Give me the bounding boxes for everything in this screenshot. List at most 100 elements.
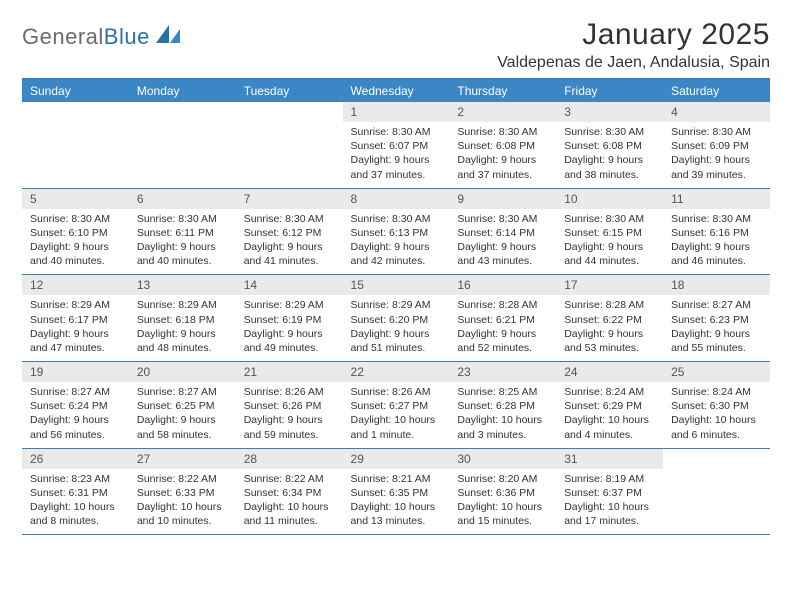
day-body <box>22 122 129 178</box>
weekday-header: Sunday <box>22 79 129 102</box>
sunrise-line: Sunrise: 8:27 AM <box>137 385 228 399</box>
sunrise-line: Sunrise: 8:26 AM <box>244 385 335 399</box>
sunrise-line: Sunrise: 8:30 AM <box>30 212 121 226</box>
day-number: 31 <box>556 449 663 469</box>
logo: GeneralBlue <box>22 18 182 50</box>
sunrise-line: Sunrise: 8:22 AM <box>244 472 335 486</box>
sunset-line: Sunset: 6:07 PM <box>351 139 442 153</box>
sunset-line: Sunset: 6:37 PM <box>564 486 655 500</box>
day-number: 13 <box>129 275 236 295</box>
daylight-line: Daylight: 10 hours and 6 minutes. <box>671 413 762 441</box>
calendar-day-cell: 28Sunrise: 8:22 AMSunset: 6:34 PMDayligh… <box>236 448 343 535</box>
daylight-line: Daylight: 9 hours and 53 minutes. <box>564 327 655 355</box>
header: GeneralBlue January 2025 Valdepenas de J… <box>22 18 770 72</box>
sunset-line: Sunset: 6:22 PM <box>564 313 655 327</box>
sunrise-line: Sunrise: 8:30 AM <box>564 125 655 139</box>
sunset-line: Sunset: 6:09 PM <box>671 139 762 153</box>
daylight-line: Daylight: 9 hours and 52 minutes. <box>457 327 548 355</box>
daylight-line: Daylight: 9 hours and 59 minutes. <box>244 413 335 441</box>
logo-part1: General <box>22 24 104 49</box>
sunrise-line: Sunrise: 8:28 AM <box>564 298 655 312</box>
day-number: 26 <box>22 449 129 469</box>
day-body: Sunrise: 8:24 AMSunset: 6:30 PMDaylight:… <box>663 382 770 448</box>
sunrise-line: Sunrise: 8:24 AM <box>671 385 762 399</box>
sunset-line: Sunset: 6:35 PM <box>351 486 442 500</box>
calendar-day-cell: 20Sunrise: 8:27 AMSunset: 6:25 PMDayligh… <box>129 362 236 449</box>
day-number: 18 <box>663 275 770 295</box>
day-body: Sunrise: 8:30 AMSunset: 6:14 PMDaylight:… <box>449 209 556 275</box>
day-body: Sunrise: 8:21 AMSunset: 6:35 PMDaylight:… <box>343 469 450 535</box>
calendar-day-cell: 10Sunrise: 8:30 AMSunset: 6:15 PMDayligh… <box>556 188 663 275</box>
sunrise-line: Sunrise: 8:21 AM <box>351 472 442 486</box>
calendar-day-cell: 1Sunrise: 8:30 AMSunset: 6:07 PMDaylight… <box>343 102 450 188</box>
day-body: Sunrise: 8:30 AMSunset: 6:08 PMDaylight:… <box>449 122 556 188</box>
weekday-header: Tuesday <box>236 79 343 102</box>
daylight-line: Daylight: 9 hours and 44 minutes. <box>564 240 655 268</box>
sunset-line: Sunset: 6:08 PM <box>457 139 548 153</box>
calendar-day-cell: 22Sunrise: 8:26 AMSunset: 6:27 PMDayligh… <box>343 362 450 449</box>
calendar-day-cell: 12Sunrise: 8:29 AMSunset: 6:17 PMDayligh… <box>22 275 129 362</box>
title-block: January 2025 Valdepenas de Jaen, Andalus… <box>497 18 770 72</box>
sunset-line: Sunset: 6:10 PM <box>30 226 121 240</box>
sunrise-line: Sunrise: 8:26 AM <box>351 385 442 399</box>
sunset-line: Sunset: 6:25 PM <box>137 399 228 413</box>
sunset-line: Sunset: 6:27 PM <box>351 399 442 413</box>
day-body: Sunrise: 8:30 AMSunset: 6:07 PMDaylight:… <box>343 122 450 188</box>
day-number: 23 <box>449 362 556 382</box>
weekday-header-row: Sunday Monday Tuesday Wednesday Thursday… <box>22 79 770 102</box>
day-body: Sunrise: 8:26 AMSunset: 6:27 PMDaylight:… <box>343 382 450 448</box>
daylight-line: Daylight: 9 hours and 39 minutes. <box>671 153 762 181</box>
day-number: 24 <box>556 362 663 382</box>
daylight-line: Daylight: 9 hours and 56 minutes. <box>30 413 121 441</box>
calendar-week-row: 26Sunrise: 8:23 AMSunset: 6:31 PMDayligh… <box>22 448 770 535</box>
calendar-day-cell <box>236 102 343 188</box>
sunset-line: Sunset: 6:19 PM <box>244 313 335 327</box>
calendar-day-cell: 16Sunrise: 8:28 AMSunset: 6:21 PMDayligh… <box>449 275 556 362</box>
daylight-line: Daylight: 9 hours and 37 minutes. <box>351 153 442 181</box>
calendar-day-cell: 14Sunrise: 8:29 AMSunset: 6:19 PMDayligh… <box>236 275 343 362</box>
day-body <box>236 122 343 178</box>
calendar-day-cell: 24Sunrise: 8:24 AMSunset: 6:29 PMDayligh… <box>556 362 663 449</box>
sunset-line: Sunset: 6:24 PM <box>30 399 121 413</box>
sunrise-line: Sunrise: 8:30 AM <box>244 212 335 226</box>
day-body: Sunrise: 8:30 AMSunset: 6:08 PMDaylight:… <box>556 122 663 188</box>
calendar-day-cell: 2Sunrise: 8:30 AMSunset: 6:08 PMDaylight… <box>449 102 556 188</box>
day-number: 15 <box>343 275 450 295</box>
sunrise-line: Sunrise: 8:20 AM <box>457 472 548 486</box>
day-number: 2 <box>449 102 556 122</box>
day-body: Sunrise: 8:30 AMSunset: 6:10 PMDaylight:… <box>22 209 129 275</box>
day-body: Sunrise: 8:24 AMSunset: 6:29 PMDaylight:… <box>556 382 663 448</box>
day-number: 1 <box>343 102 450 122</box>
day-body: Sunrise: 8:22 AMSunset: 6:33 PMDaylight:… <box>129 469 236 535</box>
day-number: 9 <box>449 189 556 209</box>
calendar-day-cell: 15Sunrise: 8:29 AMSunset: 6:20 PMDayligh… <box>343 275 450 362</box>
weekday-header: Monday <box>129 79 236 102</box>
calendar-day-cell: 29Sunrise: 8:21 AMSunset: 6:35 PMDayligh… <box>343 448 450 535</box>
sunrise-line: Sunrise: 8:29 AM <box>244 298 335 312</box>
sunset-line: Sunset: 6:18 PM <box>137 313 228 327</box>
sunset-line: Sunset: 6:21 PM <box>457 313 548 327</box>
day-body: Sunrise: 8:20 AMSunset: 6:36 PMDaylight:… <box>449 469 556 535</box>
weekday-header: Thursday <box>449 79 556 102</box>
sunrise-line: Sunrise: 8:29 AM <box>30 298 121 312</box>
day-number <box>22 102 129 122</box>
sunrise-line: Sunrise: 8:25 AM <box>457 385 548 399</box>
daylight-line: Daylight: 9 hours and 58 minutes. <box>137 413 228 441</box>
day-body: Sunrise: 8:30 AMSunset: 6:11 PMDaylight:… <box>129 209 236 275</box>
day-body: Sunrise: 8:29 AMSunset: 6:18 PMDaylight:… <box>129 295 236 361</box>
sunset-line: Sunset: 6:30 PM <box>671 399 762 413</box>
day-number: 27 <box>129 449 236 469</box>
sunset-line: Sunset: 6:23 PM <box>671 313 762 327</box>
sunrise-line: Sunrise: 8:30 AM <box>671 125 762 139</box>
daylight-line: Daylight: 10 hours and 15 minutes. <box>457 500 548 528</box>
sunrise-line: Sunrise: 8:30 AM <box>457 212 548 226</box>
daylight-line: Daylight: 10 hours and 3 minutes. <box>457 413 548 441</box>
daylight-line: Daylight: 9 hours and 46 minutes. <box>671 240 762 268</box>
sunset-line: Sunset: 6:26 PM <box>244 399 335 413</box>
daylight-line: Daylight: 9 hours and 51 minutes. <box>351 327 442 355</box>
day-body: Sunrise: 8:30 AMSunset: 6:12 PMDaylight:… <box>236 209 343 275</box>
day-body <box>129 122 236 178</box>
day-body: Sunrise: 8:27 AMSunset: 6:25 PMDaylight:… <box>129 382 236 448</box>
day-body <box>663 469 770 525</box>
sunset-line: Sunset: 6:15 PM <box>564 226 655 240</box>
